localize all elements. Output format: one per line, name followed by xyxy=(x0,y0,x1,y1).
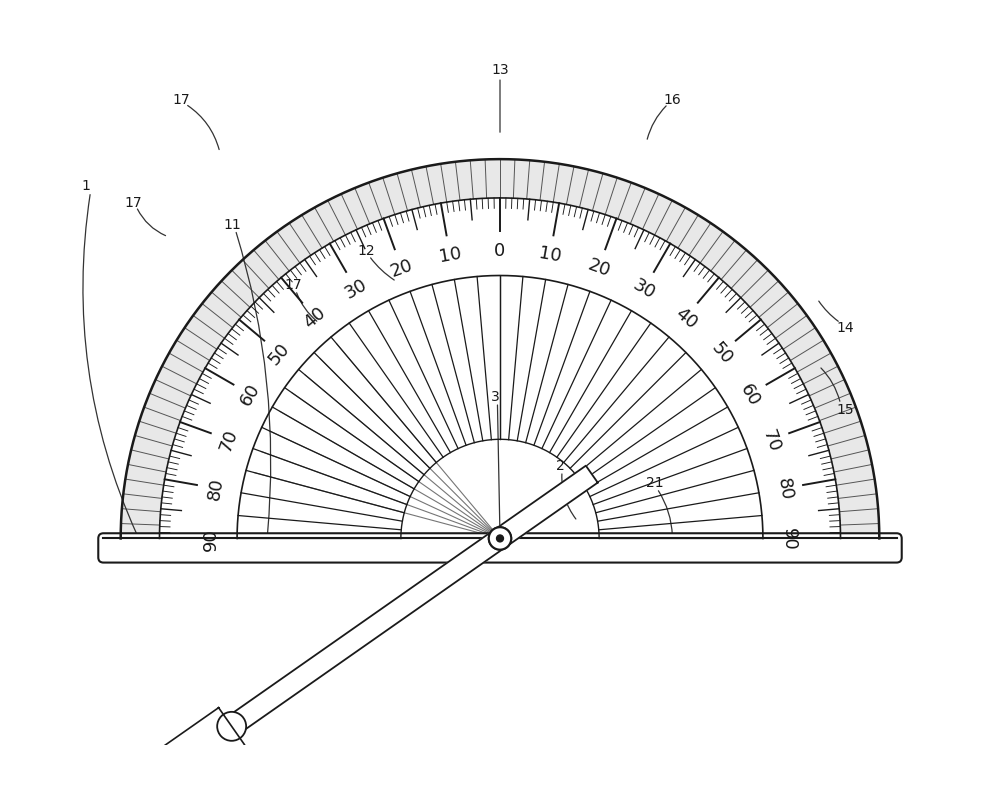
Polygon shape xyxy=(159,199,841,539)
Text: 80: 80 xyxy=(774,476,795,501)
Text: 80: 80 xyxy=(205,476,226,501)
Polygon shape xyxy=(121,160,879,539)
Polygon shape xyxy=(226,466,598,735)
Text: 3: 3 xyxy=(491,390,500,403)
Text: 14: 14 xyxy=(836,321,854,334)
Text: 90: 90 xyxy=(780,528,798,550)
Circle shape xyxy=(489,528,511,550)
FancyBboxPatch shape xyxy=(98,533,902,563)
Text: 70: 70 xyxy=(216,427,241,454)
Text: 60: 60 xyxy=(236,380,263,409)
Text: 21: 21 xyxy=(646,476,664,490)
Text: 13: 13 xyxy=(491,63,509,76)
Text: 20: 20 xyxy=(585,255,613,280)
Text: 15: 15 xyxy=(836,403,854,416)
Polygon shape xyxy=(121,160,879,539)
Text: 2: 2 xyxy=(556,459,565,472)
Text: 0: 0 xyxy=(494,241,506,259)
Text: 10: 10 xyxy=(537,244,563,265)
Text: 12: 12 xyxy=(358,243,375,257)
Text: 10: 10 xyxy=(437,244,463,265)
Polygon shape xyxy=(134,708,245,802)
Text: 50: 50 xyxy=(265,339,293,368)
Text: 30: 30 xyxy=(630,276,659,302)
Text: 17: 17 xyxy=(172,93,190,107)
Text: 17: 17 xyxy=(125,196,142,210)
Text: 16: 16 xyxy=(664,93,681,107)
Circle shape xyxy=(489,528,511,550)
Polygon shape xyxy=(103,539,897,549)
Text: 40: 40 xyxy=(671,304,700,332)
Text: 40: 40 xyxy=(300,304,329,332)
Circle shape xyxy=(497,535,503,542)
Text: 50: 50 xyxy=(707,339,735,368)
Text: 17: 17 xyxy=(284,277,302,292)
Circle shape xyxy=(217,712,246,741)
Text: 11: 11 xyxy=(224,217,242,232)
Polygon shape xyxy=(401,439,599,539)
Circle shape xyxy=(497,535,503,542)
Text: 1: 1 xyxy=(82,179,91,192)
Text: 20: 20 xyxy=(387,255,415,280)
Text: 30: 30 xyxy=(341,276,370,302)
Text: 60: 60 xyxy=(737,380,764,409)
Text: 70: 70 xyxy=(759,427,784,454)
Text: 90: 90 xyxy=(202,528,220,550)
